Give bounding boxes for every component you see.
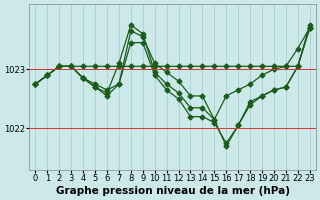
X-axis label: Graphe pression niveau de la mer (hPa): Graphe pression niveau de la mer (hPa) [56, 186, 290, 196]
